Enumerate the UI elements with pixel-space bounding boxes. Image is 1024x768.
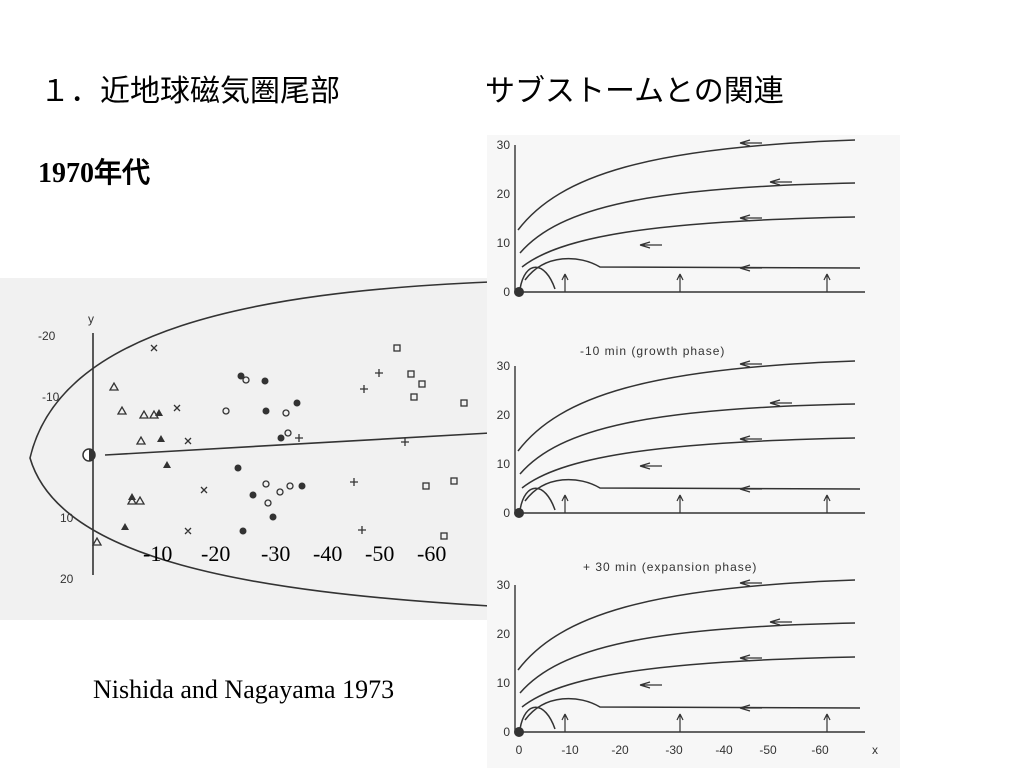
y-tick-label: -20 [38,329,56,343]
field-line [524,697,861,721]
y-tick-label: 10 [497,457,511,471]
substorm-figure: 30 20 10 0 30 20 10 0 30 20 10 0 [487,135,900,768]
flow-arrow [739,654,762,662]
x-label: -10 [143,541,172,566]
field-line [521,216,856,268]
x-tick-label: -30 [665,743,683,757]
y-tick-label: 30 [497,578,511,592]
y-tick-label: 0 [503,285,510,299]
panel-caption: -10 min (growth phase) [580,344,725,358]
field-line [519,622,856,694]
earth [514,727,524,737]
y-tick-label: 20 [497,627,511,641]
field-line [519,266,556,290]
flow-arrow [823,494,831,513]
x-tick-label: -60 [811,743,829,757]
x-label: -20 [201,541,230,566]
flow-arrow [676,713,684,732]
field-line [519,182,856,254]
x-tick-label: -20 [611,743,629,757]
flow-arrow [739,264,762,272]
flow-arrow [739,704,762,712]
title-right: サブストームとの関連 [485,75,784,108]
y-tick-label: 10 [497,236,511,250]
tail-figure: y -20 -10 10 20 [0,278,491,620]
field-line [524,478,861,502]
y-tick-label: 20 [60,572,74,586]
flow-arrow [823,273,831,292]
earth-shade [89,449,95,461]
x-tick-label: -10 [561,743,579,757]
observation-symbols [91,344,468,546]
flow-arrow [739,435,762,443]
y-tick-label: 20 [497,408,511,422]
flow-arrow [739,214,762,222]
earth [514,508,524,518]
y-tick-label: 0 [503,506,510,520]
flow-arrow [739,485,762,493]
field-line [521,437,856,489]
y-tick-label: 30 [497,138,511,152]
flow-arrow [769,178,792,186]
flow-arrow [639,241,662,249]
panel-caption: + 30 min (expansion phase) [583,560,757,574]
y-tick-label: 0 [503,725,510,739]
field-line [517,360,856,452]
field-line [521,656,856,708]
x-axis-label: x [872,743,878,757]
field-line [519,403,856,475]
x-label: -40 [313,541,342,566]
field-line [519,487,556,511]
flow-arrow [561,494,569,513]
field-line [524,257,861,281]
flow-arrow [561,273,569,292]
x-tick-label: 0 [516,743,523,757]
figure-background [487,135,900,768]
flow-arrow [739,139,762,147]
flow-arrow [639,462,662,470]
subtitle: 1970年代 [38,156,150,189]
flow-arrow [676,273,684,292]
x-label: -30 [261,541,290,566]
field-line [519,706,556,730]
magnetopause [29,281,491,607]
x-label: -50 [365,541,394,566]
earth [514,287,524,297]
y-tick-label: 20 [497,187,511,201]
flow-arrow [769,399,792,407]
flow-arrow [823,713,831,732]
x-tick-label: -50 [759,743,777,757]
flow-arrow [676,494,684,513]
figure-background [0,278,490,620]
x-tick-label: -40 [715,743,733,757]
flow-arrow [561,713,569,732]
y-tick-label: 30 [497,359,511,373]
citation: Nishida and Nagayama 1973 [93,675,394,704]
y-tick-label: 10 [60,511,74,525]
title-left: １．近地球磁気圏尾部 [40,75,340,108]
flow-arrow [739,579,762,587]
field-line [517,139,856,231]
y-axis-label: y [88,312,94,326]
y-tick-label: -10 [42,390,60,404]
field-line [517,579,856,671]
y-tick-label: 10 [497,676,511,690]
x-label: -60 [417,541,446,566]
flow-arrow [739,360,762,368]
flow-arrow [639,681,662,689]
flow-arrow [769,618,792,626]
neutral-sheet [104,432,491,456]
